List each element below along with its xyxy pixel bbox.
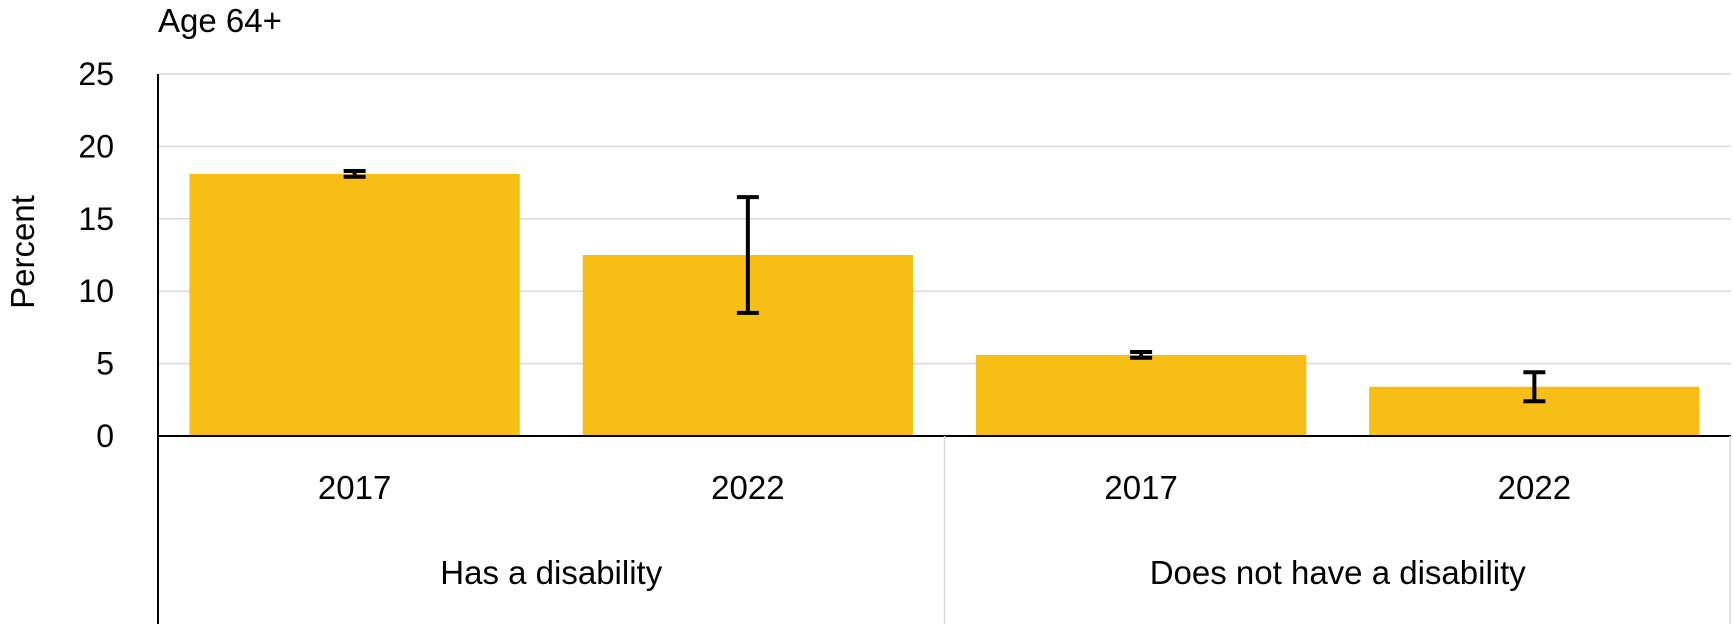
y-tick-label: 25 xyxy=(78,56,114,92)
y-tick-label: 20 xyxy=(78,128,114,164)
chart-title: Age 64+ xyxy=(158,2,282,39)
y-tick-label: 10 xyxy=(78,273,114,309)
y-tick-labels: 0 5 10 15 20 25 xyxy=(78,56,114,454)
error-bar xyxy=(343,169,366,179)
group-label: Does not have a disability xyxy=(1150,554,1527,591)
x-tick-label: 2022 xyxy=(1498,469,1571,506)
bar xyxy=(975,354,1307,436)
x-tick-label: 2017 xyxy=(1104,469,1177,506)
y-tick-label: 15 xyxy=(78,201,114,237)
x-tick-label: 2022 xyxy=(711,469,784,506)
y-axis-label: Percent xyxy=(4,195,41,309)
group-label: Has a disability xyxy=(440,554,662,591)
axes xyxy=(157,74,1731,624)
error-bar xyxy=(1523,370,1546,404)
bars xyxy=(189,173,1700,437)
error-bar xyxy=(1130,350,1153,360)
y-tick-label: 5 xyxy=(96,346,114,382)
error-bar xyxy=(736,195,759,315)
y-tick-label: 0 xyxy=(96,418,114,454)
bar xyxy=(189,173,520,437)
x-tick-label: 2017 xyxy=(318,469,391,506)
x-tick-labels: 2017 2022 2017 2022 Has a disability Does not… xyxy=(318,469,1571,591)
error-bars xyxy=(343,169,1546,404)
